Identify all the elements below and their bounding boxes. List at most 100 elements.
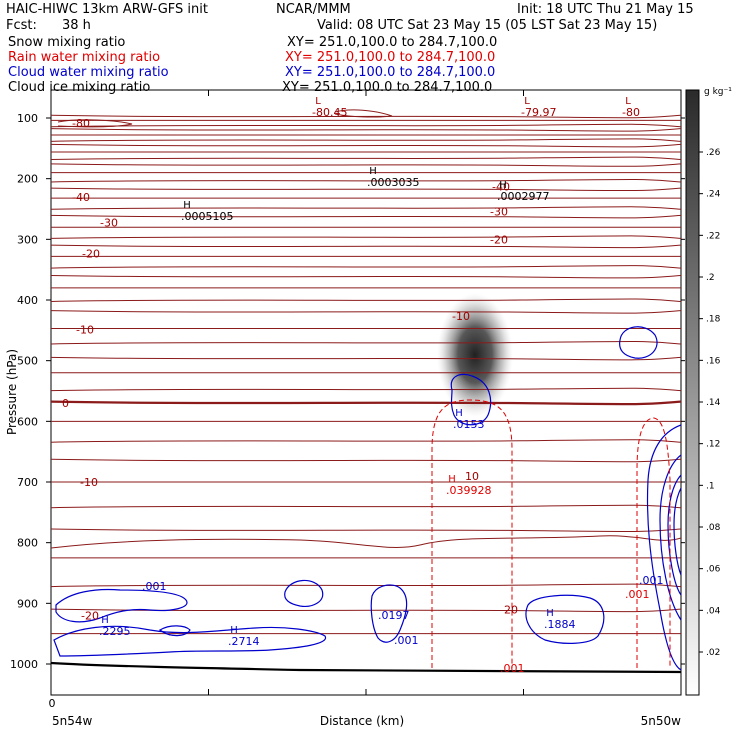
isotherm-line	[51, 265, 681, 269]
extremum-marker: H.1884	[544, 608, 576, 631]
isotherm-label: -80	[72, 117, 90, 130]
isotherm-label: 20	[504, 603, 518, 616]
colorbar-tick-label: .16	[706, 356, 721, 366]
extremum-marker: H.0003035	[367, 166, 420, 189]
colorbar-tick-label: .06	[706, 565, 721, 575]
extremum-value: .2714	[228, 635, 260, 648]
colorbar	[685, 89, 700, 696]
extremum-value: .2295	[99, 625, 131, 638]
field-xy-snow: XY= 251.0,100.0 to 284.7,100.0	[287, 35, 498, 50]
isotherm-line	[51, 340, 681, 345]
model-title: HAIC-HIWC 13km ARW-GFS init	[6, 2, 208, 17]
isotherm-line	[51, 235, 681, 239]
extremum-value: -80.45	[312, 106, 347, 119]
isotherm-label: 0	[62, 397, 69, 410]
cloud-water-contour	[646, 424, 681, 671]
isotherm-line	[51, 387, 681, 392]
colorbar-tick-label: .26	[706, 148, 721, 158]
y-tick-label: 100	[17, 112, 38, 125]
cloud-water-contour	[284, 579, 324, 607]
colorbar-tick-label: .08	[706, 523, 721, 533]
isotherm-line	[51, 528, 681, 533]
rain-water-contour	[431, 399, 513, 668]
isotherm-label: 10	[465, 470, 479, 483]
colorbar-tick-label: .14	[706, 398, 721, 408]
colorbar-unit: g kg⁻¹	[704, 87, 732, 97]
extremum-marker: H.039928	[446, 474, 492, 497]
extremum-value: .0005105	[181, 210, 234, 223]
extremum-marker: L-80	[622, 96, 640, 119]
isotherm-label: -30	[100, 216, 118, 229]
field-name-cloudwater: Cloud water mixing ratio	[8, 65, 169, 80]
extremum-kind: H	[546, 608, 554, 619]
isotherm-line	[51, 179, 681, 183]
isotherm-label: -10	[76, 324, 94, 337]
y-tick-label: 400	[17, 294, 38, 307]
y-tick-label: 500	[17, 355, 38, 368]
isotherm-line	[51, 356, 681, 361]
cloud-water-contour	[619, 326, 658, 359]
isotherm-line	[51, 310, 681, 314]
ground-line	[50, 661, 682, 674]
y-tick-label: 600	[17, 415, 38, 428]
forecast-value: 38 h	[62, 18, 91, 33]
isotherm-line	[51, 138, 681, 142]
isotherm-label: -10	[452, 310, 470, 323]
field-name-snow: Snow mixing ratio	[8, 35, 126, 50]
cloud-water-contour	[158, 625, 191, 637]
extremum-value: .039928	[446, 484, 492, 497]
cloud-water-contours	[53, 326, 681, 671]
extremum-marker: H.0002977	[497, 180, 550, 203]
y-tick-label: 300	[17, 233, 38, 246]
extremum-kind: L	[315, 96, 321, 107]
contour-value-label: .001	[394, 634, 419, 647]
y-tick-label: 800	[17, 537, 38, 550]
extremum-kind: H	[101, 615, 109, 626]
x-axis-title: Distance (km)	[320, 714, 404, 728]
extremum-marker: L-79.97	[521, 96, 556, 119]
contour-value-label: .001	[142, 580, 167, 593]
isotherm-line	[57, 119, 133, 128]
y-tick-label: 900	[17, 597, 38, 610]
rain-water-contours	[431, 399, 671, 668]
extremum-kind: H	[183, 200, 191, 211]
contour-value-label: .001	[500, 662, 525, 675]
x-start-label: 5n54w	[52, 714, 93, 728]
isotherm-line	[51, 163, 681, 167]
isotherm-line	[334, 109, 393, 118]
isotherm-line	[51, 400, 681, 406]
x-end-label: 5n50w	[641, 714, 682, 728]
isotherm-label: -40	[72, 191, 90, 204]
y-tick-label: 700	[17, 476, 38, 489]
field-name-rain: Rain water mixing ratio	[8, 50, 161, 65]
isotherm-label: -40	[492, 181, 510, 194]
extremum-kind: H	[499, 180, 507, 191]
field-xy-cloudice: XY= 251.0,100.0 to 284.7,100.0	[282, 80, 493, 95]
cloud-water-contour	[53, 625, 327, 657]
org-label: NCAR/MMM	[276, 2, 351, 17]
extremum-value: .1884	[544, 618, 576, 631]
colorbar-ticks: .26 .24 .22 .2 .18 .16 .14 .12 .1 .08 .06 .04 .02	[699, 148, 721, 658]
y-axis-title: Pressure (hPa)	[5, 349, 19, 435]
colorbar-tick-label: .1	[706, 481, 715, 491]
contour-value-label: .001	[625, 588, 650, 601]
isotherm-line	[51, 156, 681, 161]
y-tick-label: 1000	[10, 658, 38, 671]
isotherm-line	[51, 206, 681, 210]
extremum-value: .0153	[453, 418, 485, 431]
field-xy-cloudwater: XY= 251.0,100.0 to 284.7,100.0	[285, 65, 496, 80]
isotherm-label: -10	[80, 476, 98, 489]
isotherm-line	[51, 114, 681, 119]
isotherm-line	[51, 244, 681, 249]
extremum-kind: H	[448, 474, 456, 485]
extremum-marker: H.2295	[99, 615, 131, 638]
isotherm-line	[51, 583, 681, 588]
extremum-value: .0003035	[367, 176, 420, 189]
snow-shading	[437, 293, 513, 417]
colorbar-tick-label: .18	[706, 315, 721, 325]
x-tick-label-zero: 0	[49, 697, 56, 710]
colorbar-tick-label: .24	[706, 190, 721, 200]
init-time: Init: 18 UTC Thu 21 May 15	[517, 2, 694, 17]
forecast-label: Fcst:	[6, 18, 37, 33]
